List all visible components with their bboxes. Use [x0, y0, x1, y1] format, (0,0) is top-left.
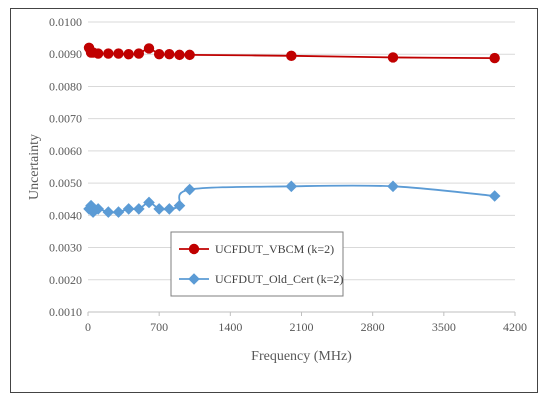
legend-item-2: UCFDUT_Old_Cert (k=2) — [179, 272, 343, 286]
data-point — [488, 190, 501, 202]
data-point — [387, 52, 399, 63]
data-point — [102, 206, 115, 218]
data-point — [387, 180, 399, 193]
x-tick-label: 4200 — [503, 320, 527, 334]
tick-labels: 0.0010 0.0020 0.0030 0.0040 0.0050 0.0060 0.00… — [49, 15, 527, 334]
legend-marker — [188, 273, 200, 285]
data-point — [286, 50, 297, 62]
y-tick-label: 0.0010 — [49, 305, 82, 319]
data-point — [174, 49, 185, 61]
legend-box — [170, 231, 344, 297]
data-point — [143, 196, 155, 209]
data-point — [184, 49, 195, 61]
y-tick-label: 0.0020 — [49, 273, 82, 287]
series-2 — [83, 180, 501, 218]
data-point — [133, 203, 145, 215]
axes — [87, 311, 516, 316]
series-1 — [83, 42, 500, 64]
y-tick-label: 0.0030 — [49, 241, 82, 255]
y-tick-label: 0.0100 — [49, 15, 82, 29]
y-tick-label: 0.0060 — [49, 144, 82, 158]
legend-label: UCFDUT_Old_Cert (k=2) — [215, 272, 343, 286]
y-tick-label: 0.0050 — [49, 176, 82, 190]
x-tick-label: 3500 — [432, 320, 456, 334]
chart-frame — [10, 8, 538, 393]
legend-marker — [188, 243, 200, 255]
y-axis-title: Uncertainty — [27, 134, 42, 200]
data-point — [163, 203, 176, 215]
x-tick-label: 2800 — [361, 320, 385, 334]
data-point — [173, 199, 186, 212]
legend-label: UCFDUT_VBCM (k=2) — [215, 242, 334, 256]
data-point — [489, 52, 500, 64]
gridlines — [88, 21, 515, 281]
data-point — [183, 183, 196, 196]
y-tick-label: 0.0040 — [49, 208, 82, 222]
x-tick-label: 700 — [150, 320, 168, 334]
data-point — [143, 43, 155, 54]
legend-items: UCFDUT_VBCM (k=2) UCFDUT_Old_Cert (k=2) — [179, 242, 343, 286]
y-tick-label: 0.0070 — [49, 112, 82, 126]
y-tick-label: 0.0080 — [49, 79, 82, 93]
x-axis-title: Frequency (MHz) — [251, 349, 352, 364]
data-point — [123, 49, 134, 60]
data-point — [92, 203, 104, 215]
x-tick-label: 2100 — [290, 320, 314, 334]
data-point — [153, 203, 165, 215]
x-tick-label: 1400 — [218, 320, 242, 334]
series-group — [83, 42, 501, 218]
legend: UCFDUT_VBCM (k=2) UCFDUT_Old_Cert (k=2) — [170, 231, 344, 297]
data-point — [164, 49, 175, 60]
x-tick-label: 0 — [85, 320, 91, 334]
data-point — [153, 49, 165, 60]
data-point — [92, 48, 104, 59]
legend-item-1: UCFDUT_VBCM (k=2) — [179, 242, 334, 256]
data-point — [133, 48, 145, 59]
y-tick-label: 0.0090 — [49, 47, 82, 61]
data-point — [122, 203, 135, 215]
data-point — [112, 206, 125, 218]
data-point — [113, 48, 124, 59]
data-point — [103, 48, 114, 59]
data-point — [285, 180, 298, 193]
